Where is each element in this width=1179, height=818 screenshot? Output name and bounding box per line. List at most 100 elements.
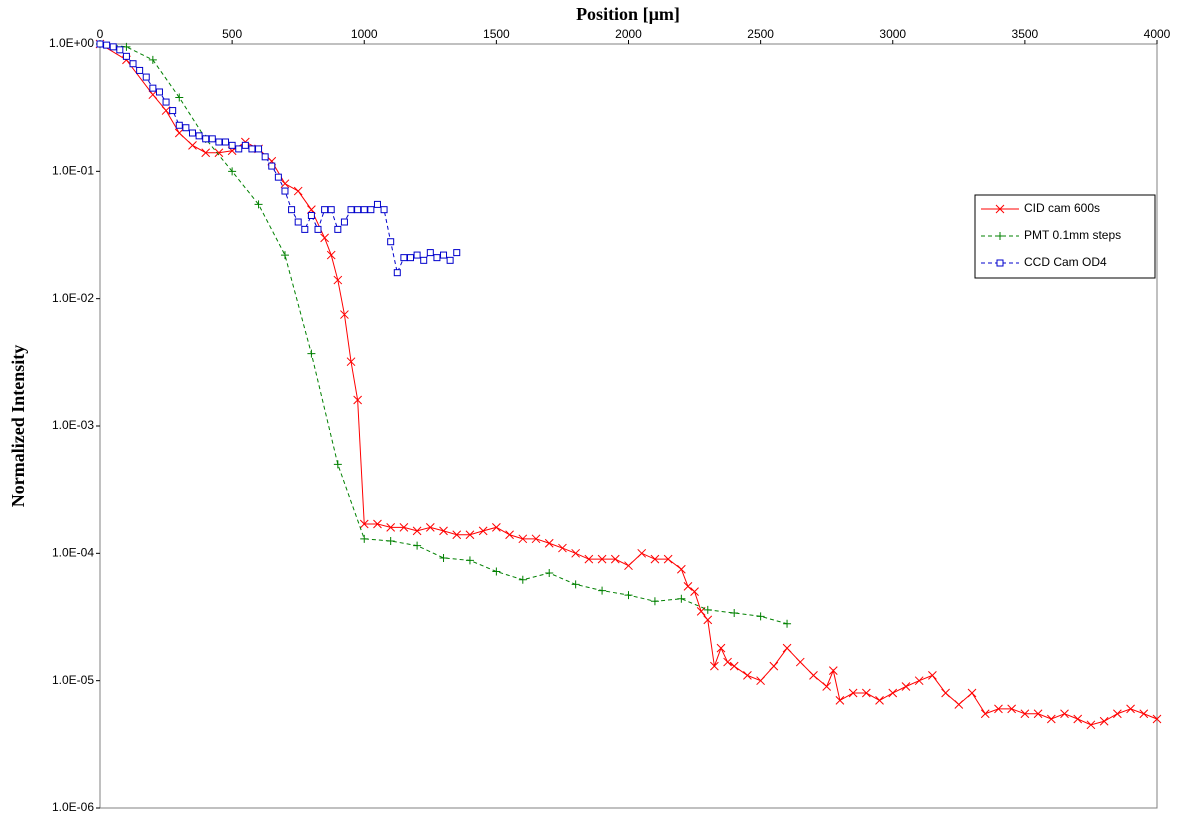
marker: [109, 43, 117, 51]
marker: [373, 200, 381, 208]
marker: [1152, 714, 1162, 724]
marker: [1020, 709, 1030, 719]
x-tick-label: 1500: [483, 27, 510, 41]
marker: [340, 218, 348, 226]
marker: [769, 661, 779, 671]
marker: [420, 256, 428, 264]
marker: [182, 124, 190, 132]
marker: [255, 145, 263, 153]
marker: [241, 141, 249, 149]
marker: [386, 536, 395, 545]
x-tick-label: 1000: [351, 27, 378, 41]
marker: [1007, 704, 1017, 714]
marker: [597, 554, 607, 564]
marker: [610, 554, 620, 564]
marker: [980, 709, 990, 719]
marker: [169, 107, 177, 115]
marker: [650, 554, 660, 564]
marker: [387, 238, 395, 246]
marker: [136, 66, 144, 74]
y-tick-label: 1.0E-06: [52, 800, 94, 814]
marker: [730, 608, 739, 617]
legend-label: PMT 0.1mm steps: [1024, 228, 1121, 242]
marker: [967, 688, 977, 698]
marker: [584, 554, 594, 564]
marker: [155, 88, 163, 96]
marker: [346, 357, 356, 367]
marker: [822, 682, 832, 691]
marker: [333, 275, 343, 285]
marker: [142, 73, 150, 81]
y-axis-title: Normalized Intensity: [8, 345, 28, 507]
marker: [888, 688, 898, 698]
marker: [1046, 714, 1056, 724]
marker: [321, 206, 329, 214]
marker: [175, 121, 183, 129]
x-tick-label: 2000: [615, 27, 642, 41]
marker: [261, 153, 269, 161]
marker: [1139, 709, 1149, 719]
marker: [406, 254, 414, 262]
marker: [425, 522, 435, 532]
marker: [148, 90, 158, 100]
marker: [703, 615, 713, 625]
marker: [340, 310, 349, 319]
marker: [1113, 709, 1122, 719]
marker: [208, 135, 216, 143]
marker: [122, 52, 130, 60]
marker: [558, 543, 567, 553]
marker: [914, 676, 924, 686]
marker: [544, 538, 554, 548]
marker: [478, 526, 488, 536]
marker: [228, 167, 237, 176]
marker: [393, 269, 401, 277]
marker: [453, 249, 461, 257]
marker: [690, 587, 699, 597]
marker: [274, 173, 282, 181]
y-tick-label: 1.0E-02: [52, 291, 94, 305]
marker: [426, 249, 434, 257]
marker: [280, 179, 290, 189]
marker: [373, 519, 382, 529]
marker: [954, 700, 964, 709]
marker: [386, 522, 396, 532]
marker: [214, 148, 224, 158]
marker: [598, 586, 607, 595]
marker: [148, 55, 157, 64]
marker: [1033, 709, 1043, 719]
marker: [703, 605, 712, 614]
marker: [756, 612, 765, 621]
legend-label: CID cam 600s: [1024, 201, 1100, 215]
marker: [188, 140, 197, 150]
series-line: [99, 43, 788, 625]
marker: [116, 46, 124, 54]
y-tick-label: 1.0E-04: [52, 546, 94, 560]
marker: [439, 553, 448, 562]
marker: [174, 128, 184, 138]
marker: [307, 349, 316, 358]
marker: [353, 395, 362, 405]
marker: [446, 256, 454, 264]
marker: [1086, 720, 1096, 730]
marker: [492, 567, 501, 576]
marker: [848, 688, 858, 698]
marker: [440, 251, 448, 259]
marker: [235, 145, 243, 153]
marker: [307, 211, 315, 219]
marker: [359, 519, 369, 529]
y-tick-label: 1.0E+00: [49, 36, 94, 50]
marker: [861, 688, 871, 698]
marker: [320, 233, 329, 243]
marker: [281, 187, 289, 195]
marker: [941, 688, 950, 698]
marker: [201, 148, 211, 158]
marker: [380, 206, 388, 214]
marker: [314, 225, 322, 233]
x-tick-label: 3000: [879, 27, 906, 41]
legend-marker: [995, 204, 1005, 214]
marker: [162, 98, 170, 106]
marker: [928, 671, 937, 680]
marker: [809, 671, 818, 680]
marker: [354, 206, 362, 214]
marker: [175, 93, 184, 102]
